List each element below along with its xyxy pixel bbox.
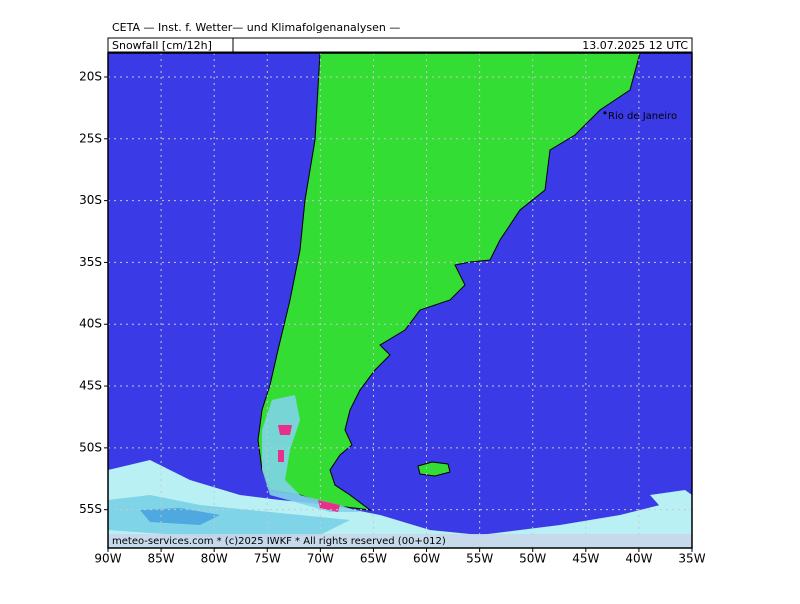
axes: 20S 25S 30S 35S 40S 45S 50S 55S 90W 85W 80W 75W 70W 6… [79,69,706,565]
lat-tick-label: 40S [79,317,102,331]
lon-tick-label: 40W [625,552,652,566]
lat-tick-label: 30S [79,193,102,207]
lon-tick-label: 85W [148,552,175,566]
lat-tick-label: 35S [79,255,102,269]
lon-tick-label: 50W [519,552,546,566]
city-marker [603,111,607,115]
lon-tick-label: 60W [413,552,440,566]
lon-tick-label: 55W [466,552,493,566]
lon-tick-label: 75W [254,552,281,566]
map-date: 13.07.2025 12 UTC [582,39,688,52]
lat-tick-label: 20S [79,69,102,83]
lat-tick-label: 50S [79,440,102,454]
header-institute: CETA — Inst. f. Wetter— und Klimafolgena… [112,21,400,34]
snow-peak [278,425,340,512]
snow-area [262,395,360,512]
footer-box [108,534,692,547]
lon-tick-label: 90W [94,552,121,566]
lat-tick-label: 45S [79,379,102,393]
lon-tick-label: 80W [201,552,228,566]
grid [108,53,692,548]
land [417,461,451,477]
lon-tick-label: 65W [360,552,387,566]
map-title: Snowfall [cm/12h] [112,39,212,52]
map-frame [107,52,693,549]
title-box [107,37,693,53]
snow-area [108,495,350,540]
snow-area [140,508,220,525]
lon-tick-label: 35W [678,552,705,566]
city-label: Rio de Janeiro [608,111,677,122]
snow-area [650,490,692,515]
land [257,52,641,511]
lat-tick-label: 55S [79,502,102,516]
lon-tick-label: 45W [572,552,599,566]
map-area: Rio de Janeiro meteo-services.com * (c)2… [108,52,692,548]
footer-credit: meteo-services.com * (c)2025 IWKF * All … [112,536,446,547]
lat-tick-label: 25S [79,131,102,145]
lon-tick-label: 70W [307,552,334,566]
